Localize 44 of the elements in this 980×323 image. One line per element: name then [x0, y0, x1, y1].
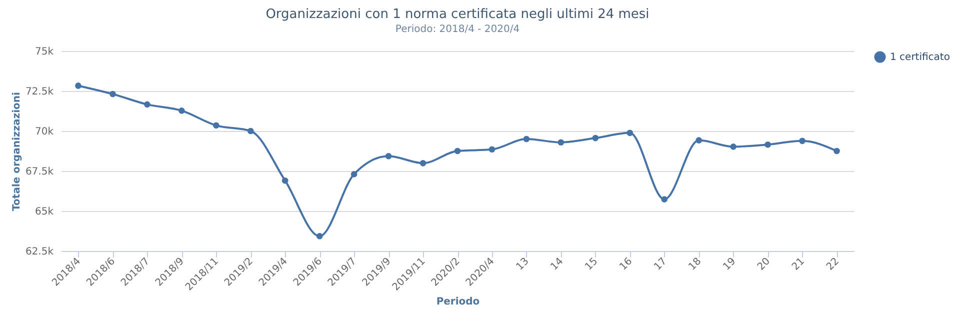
point	[661, 196, 668, 202]
y-tick-label: 75k	[34, 46, 54, 58]
point	[764, 141, 771, 148]
y-tick-label: 65k	[34, 206, 54, 218]
x-tick-label: 14	[548, 256, 566, 273]
point	[523, 136, 530, 142]
point	[488, 146, 496, 153]
y-tick-label: 67.5k	[25, 166, 54, 178]
point	[144, 101, 150, 108]
point	[385, 152, 392, 160]
point	[454, 148, 461, 154]
point	[834, 148, 840, 154]
point	[730, 144, 736, 150]
chart-title: Organizzazioni con 1 norma certificata negli ultimi 24 mesi	[266, 7, 650, 22]
x-tick-label: 20	[756, 256, 773, 273]
y-tick-label: 62.5k	[25, 246, 54, 258]
point	[420, 160, 426, 166]
legend-label: 1 certificato	[890, 52, 950, 63]
x-tick-label: 19	[721, 256, 738, 273]
point	[110, 90, 116, 98]
point	[350, 171, 358, 178]
x-tick-label: 15	[583, 256, 600, 273]
x-tick-label: 22	[824, 256, 842, 273]
point	[592, 134, 599, 142]
point	[626, 130, 634, 136]
y-axis-title: Totale organizzazioni	[11, 92, 22, 211]
x-tick-label: 13	[514, 256, 532, 273]
x-tick-label: 16	[618, 256, 635, 273]
point	[696, 137, 702, 144]
y-tick-label: 72.5k	[25, 86, 54, 98]
x-tick-label: 18	[686, 256, 704, 273]
point	[282, 177, 288, 184]
x-tick-label: 21	[790, 256, 808, 273]
x-axis-title: Periodo	[436, 296, 480, 308]
point	[247, 128, 254, 134]
point	[75, 82, 82, 89]
point	[316, 232, 323, 240]
point	[178, 108, 185, 114]
point	[212, 122, 220, 129]
y-tick-label: 70k	[34, 126, 54, 138]
point	[558, 139, 564, 146]
x-tick-label: 17	[652, 256, 670, 273]
chart-subtitle: Periodo: 2018/4 - 2020/4	[395, 24, 520, 35]
point	[799, 138, 806, 144]
